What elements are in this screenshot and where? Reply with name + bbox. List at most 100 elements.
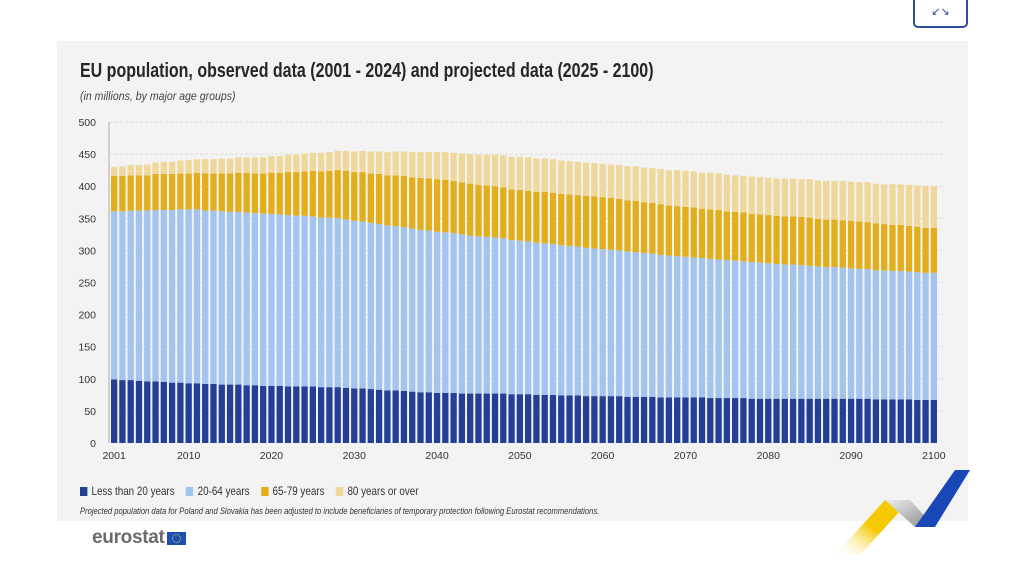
bar-segment [160, 174, 167, 210]
bar-segment [789, 264, 797, 399]
bar-segment [806, 179, 813, 218]
bar-segment [367, 151, 374, 174]
bar-segment [533, 394, 540, 443]
bar-segment [856, 269, 863, 399]
bar-segment [914, 226, 921, 273]
bar-segment [773, 178, 780, 216]
bar-segment [210, 173, 217, 211]
bar-segment [740, 398, 747, 443]
bar-segment [864, 182, 871, 223]
bar-segment [483, 236, 490, 394]
bar-segment [715, 209, 722, 260]
bar-segment [558, 245, 565, 396]
bar-segment [400, 175, 408, 228]
bar-segment [591, 196, 598, 249]
bar-segment [814, 218, 822, 267]
bar-segment [574, 161, 581, 196]
bar-segment [433, 231, 441, 393]
bar-segment [814, 398, 822, 443]
bar-segment [417, 152, 424, 178]
bar-segment [847, 181, 855, 221]
bar-segment [334, 170, 341, 219]
bar-segment [293, 172, 300, 216]
bar-segment [301, 171, 308, 216]
bar-segment [334, 218, 341, 388]
bar-segment [922, 399, 929, 443]
legend-swatch [261, 486, 269, 496]
bar-segment [541, 394, 548, 443]
bar-segment [905, 399, 913, 443]
bar-segment [549, 394, 557, 443]
y-tick-label: 400 [78, 181, 96, 193]
bar-segment [881, 270, 888, 400]
decorative-ribbon-icon [835, 470, 970, 555]
expand-button[interactable]: ↙↘ [913, 0, 968, 28]
bar-segment [458, 234, 466, 394]
bar-segment [168, 382, 176, 443]
bar-segment [359, 388, 366, 443]
bar-segment [458, 153, 466, 183]
bar-segment [731, 211, 739, 261]
bar-segment [524, 190, 532, 242]
bar-segment [392, 151, 399, 176]
chart-title: EU population, observed data (2001 - 202… [80, 60, 654, 82]
bar-segment [500, 393, 507, 443]
legend-label: Less than 20 years [91, 484, 175, 498]
bar-segment [698, 172, 706, 209]
bar-segment [773, 398, 780, 443]
bar-segment [839, 267, 846, 399]
bar-segment [317, 387, 325, 443]
bar-segment [541, 158, 548, 192]
bar-segment [433, 179, 441, 232]
bar-segment [193, 383, 201, 443]
bar-segment [798, 265, 805, 399]
bar-segment [467, 183, 474, 236]
bar-segment [243, 385, 250, 443]
bar-segment [226, 384, 234, 443]
bar-segment [616, 250, 623, 397]
bar-segment [342, 219, 350, 388]
bar-segment [342, 387, 350, 443]
bar-segment [856, 398, 863, 443]
bar-segment [152, 162, 159, 175]
bar-segment [251, 385, 259, 443]
bar-segment [409, 177, 416, 229]
bar-segment [715, 173, 722, 210]
bar-segment [591, 163, 598, 197]
bar-segment [516, 156, 524, 191]
bar-segment [218, 173, 225, 212]
bar-segment [284, 215, 292, 387]
bar-segment [442, 152, 449, 180]
bar-segment [632, 200, 639, 253]
bar-segment [549, 243, 557, 395]
bar-segment [756, 177, 764, 215]
bar-segment [533, 242, 540, 395]
bar-segment [425, 178, 432, 231]
bar-segment [698, 397, 706, 443]
bar-segment [483, 393, 490, 443]
bar-segment [607, 249, 615, 397]
bar-segment [665, 255, 673, 398]
bar-segment [723, 398, 731, 443]
bar-segment [516, 394, 524, 443]
bar-segment [624, 251, 631, 397]
bar-segment [210, 210, 217, 384]
bar-segment [127, 165, 134, 176]
bar-segment [425, 230, 432, 393]
bar-segment [185, 383, 192, 443]
bar-segment [914, 185, 921, 227]
bar-segment [806, 217, 813, 266]
bar-segment [500, 187, 507, 239]
bar-segment [160, 161, 167, 175]
bar-segment [690, 257, 697, 398]
x-tick-label: 2010 [177, 450, 201, 462]
bar-segment [442, 179, 449, 233]
bar-segment [458, 182, 466, 235]
bar-segment [574, 395, 581, 443]
bar-segment [665, 205, 673, 256]
bar-segment [831, 398, 838, 443]
bar-segment [731, 260, 739, 399]
bar-segment [823, 398, 830, 443]
bar-segment [235, 157, 242, 173]
bar-segment [823, 181, 830, 220]
